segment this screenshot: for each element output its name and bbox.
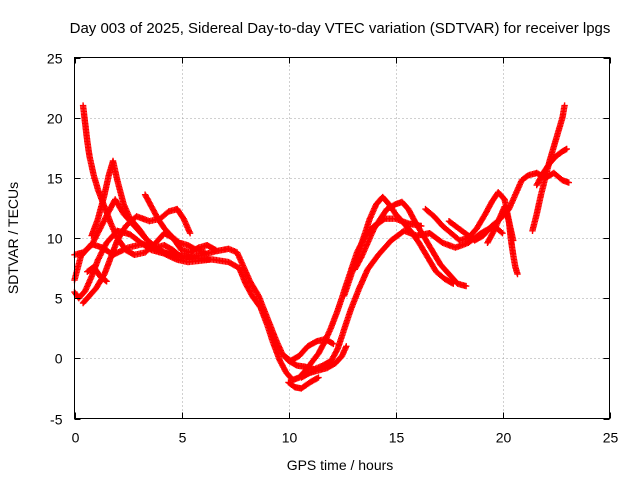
data-point: [186, 230, 194, 237]
series-track-17: [529, 102, 568, 234]
series-track-8: [84, 263, 110, 285]
data-point: [212, 246, 219, 254]
data-point: [561, 102, 568, 109]
series-track-7: [141, 191, 209, 256]
x-tick-label: 25: [603, 430, 619, 446]
chart-title: Day 003 of 2025, Sidereal Day-to-day VTE…: [70, 20, 611, 37]
x-tick-label: 0: [72, 430, 80, 446]
x-tick-label: 10: [282, 430, 298, 446]
series-track-12: [340, 193, 457, 299]
series-track-14: [422, 189, 521, 278]
x-tick-label: 20: [496, 430, 512, 446]
data-point: [565, 179, 572, 186]
data-point: [510, 237, 517, 244]
x-tick-label: 15: [389, 430, 405, 446]
data-point: [330, 340, 337, 348]
series-track-16: [484, 203, 517, 246]
axis-ticks: 0 5 10 15 20 25 -5 0 5 10 15 20 25: [47, 51, 619, 446]
data-point: [102, 277, 109, 284]
data-point: [343, 343, 350, 350]
data-point: [103, 278, 110, 285]
data-point: [83, 283, 91, 290]
data-point: [177, 253, 184, 260]
series-track-18: [533, 145, 570, 189]
y-tick-label: 15: [47, 171, 63, 187]
y-tick-label: 20: [47, 111, 63, 127]
series-track-11: [285, 374, 322, 392]
data-point: [498, 229, 505, 236]
y-tick-label: 0: [55, 351, 63, 367]
series-track-13: [351, 198, 470, 290]
data-point: [178, 254, 185, 261]
data-point: [462, 282, 470, 290]
data-point: [206, 256, 213, 263]
x-tick-label: 5: [179, 430, 187, 446]
series-track-9: [298, 343, 350, 381]
data-point: [563, 145, 570, 153]
y-tick-label: 25: [47, 51, 63, 67]
x-axis-label: GPS time / hours: [287, 457, 394, 473]
data-point: [514, 270, 521, 278]
data-points: [71, 102, 572, 392]
y-tick-label: -5: [50, 412, 63, 428]
series-track-6: [88, 157, 185, 261]
grid-lines: [74, 57, 610, 419]
data-point: [315, 374, 322, 381]
series-track-3: [79, 102, 219, 258]
y-tick-label: 10: [47, 231, 63, 247]
data-point: [201, 249, 209, 256]
y-axis-label: SDTVAR / TECUs: [5, 182, 21, 294]
data-point: [499, 230, 506, 237]
y-tick-label: 5: [55, 291, 63, 307]
series-track-10: [281, 335, 337, 364]
